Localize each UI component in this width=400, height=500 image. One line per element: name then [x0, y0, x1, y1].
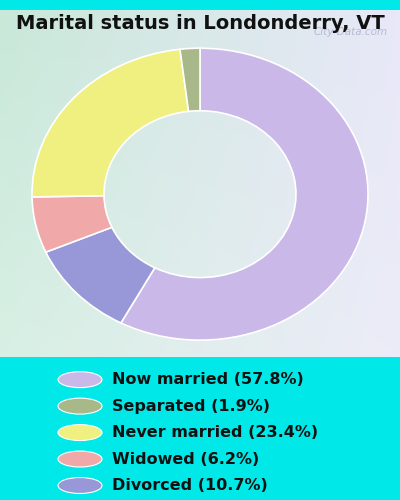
Wedge shape	[121, 48, 368, 340]
Text: City-Data.com: City-Data.com	[314, 28, 388, 38]
Wedge shape	[32, 196, 112, 252]
Wedge shape	[180, 48, 200, 112]
Text: Widowed (6.2%): Widowed (6.2%)	[112, 452, 259, 466]
Text: Divorced (10.7%): Divorced (10.7%)	[112, 478, 268, 493]
Text: Separated (1.9%): Separated (1.9%)	[112, 398, 270, 413]
Text: Now married (57.8%): Now married (57.8%)	[112, 372, 304, 387]
Circle shape	[58, 398, 102, 414]
Circle shape	[58, 424, 102, 440]
Circle shape	[58, 451, 102, 467]
Circle shape	[58, 478, 102, 494]
Wedge shape	[32, 50, 188, 197]
Circle shape	[58, 372, 102, 388]
Wedge shape	[46, 228, 155, 323]
Text: Never married (23.4%): Never married (23.4%)	[112, 425, 318, 440]
Text: Marital status in Londonderry, VT: Marital status in Londonderry, VT	[16, 14, 384, 33]
